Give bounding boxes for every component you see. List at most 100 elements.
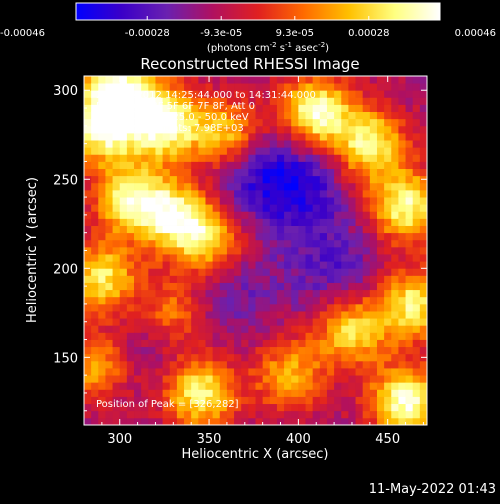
heatmap-cell bbox=[105, 254, 113, 262]
heatmap-cell bbox=[341, 246, 349, 255]
heatmap-cell bbox=[284, 168, 292, 177]
heatmap-cell bbox=[212, 346, 221, 355]
heatmap-cell bbox=[134, 204, 142, 212]
heatmap-cell bbox=[198, 382, 206, 390]
heatmap-cell bbox=[205, 410, 214, 419]
heatmap-cell bbox=[191, 197, 199, 205]
heatmap-cell bbox=[98, 282, 106, 291]
heatmap-cell bbox=[184, 353, 192, 362]
heatmap-cell bbox=[284, 90, 292, 98]
heatmap-cell bbox=[162, 161, 171, 169]
heatmap-cell bbox=[276, 218, 285, 226]
heatmap-cell bbox=[376, 311, 385, 319]
heatmap-cell bbox=[384, 161, 392, 169]
heatmap-cell bbox=[219, 296, 228, 305]
heatmap-cell bbox=[369, 289, 378, 298]
heatmap-cell bbox=[148, 154, 156, 162]
heatmap-cell bbox=[198, 375, 206, 383]
heatmap-cell bbox=[319, 332, 328, 340]
heatmap-cell bbox=[355, 125, 364, 134]
heatmap-cell bbox=[391, 175, 399, 184]
heatmap-cell bbox=[291, 296, 299, 305]
heatmap-cell bbox=[176, 339, 185, 348]
heatmap-cell bbox=[319, 218, 328, 226]
heatmap-cell bbox=[305, 182, 314, 191]
heatmap-cell bbox=[169, 368, 178, 376]
heatmap-cell bbox=[226, 261, 235, 269]
heatmap-cell bbox=[241, 346, 249, 355]
heatmap-cell bbox=[205, 246, 214, 255]
heatmap-cell bbox=[412, 132, 421, 141]
heatmap-cell bbox=[312, 218, 321, 226]
heatmap-cell bbox=[291, 368, 299, 376]
heatmap-cell bbox=[141, 246, 149, 255]
heatmap-cell bbox=[391, 296, 399, 305]
heatmap-cell bbox=[191, 140, 199, 148]
heatmap-cell bbox=[248, 125, 256, 134]
heatmap-cell bbox=[312, 204, 321, 212]
heatmap-cell bbox=[298, 396, 306, 405]
heatmap-cell bbox=[355, 211, 364, 219]
heatmap-cell bbox=[419, 90, 428, 98]
heatmap-cell bbox=[141, 239, 149, 248]
heatmap-cell bbox=[219, 140, 228, 148]
heatmap-cell bbox=[191, 239, 199, 248]
heatmap-cell bbox=[255, 318, 264, 326]
heatmap-cell bbox=[126, 118, 135, 127]
heatmap-cell bbox=[219, 254, 228, 262]
heatmap-cell bbox=[148, 318, 156, 326]
heatmap-cell bbox=[326, 83, 335, 91]
heatmap-cell bbox=[155, 147, 164, 155]
heatmap-cell bbox=[234, 275, 242, 283]
heatmap-cell bbox=[205, 111, 214, 120]
heatmap-cell bbox=[98, 296, 106, 305]
heatmap-cell bbox=[119, 97, 128, 105]
heatmap-cell bbox=[162, 303, 171, 312]
heatmap-cell bbox=[162, 239, 171, 248]
heatmap-cell bbox=[248, 254, 256, 262]
heatmap-cell bbox=[162, 396, 171, 405]
heatmap-cell bbox=[269, 204, 278, 212]
heatmap-cell bbox=[255, 339, 264, 348]
heatmap-cell bbox=[184, 175, 192, 184]
heatmap-cell bbox=[348, 382, 356, 390]
heatmap-cell bbox=[405, 111, 414, 120]
heatmap-cell bbox=[241, 168, 249, 177]
heatmap-cell bbox=[148, 90, 156, 98]
heatmap-cell bbox=[162, 410, 171, 419]
heatmap-cell bbox=[98, 389, 106, 397]
heatmap-cell bbox=[184, 396, 192, 405]
heatmap-cell bbox=[84, 197, 92, 205]
heatmap-cell bbox=[119, 282, 128, 291]
heatmap-cell bbox=[184, 204, 192, 212]
heatmap-cell bbox=[176, 246, 185, 255]
heatmap-cell bbox=[384, 325, 392, 333]
heatmap-cell bbox=[334, 211, 342, 219]
heatmap-cell bbox=[326, 346, 335, 355]
heatmap-cell bbox=[84, 83, 92, 91]
heatmap-cell bbox=[334, 175, 342, 184]
heatmap-cell bbox=[355, 375, 364, 383]
y-tick-label: 300 bbox=[53, 84, 78, 99]
heatmap-cell bbox=[298, 403, 306, 412]
heatmap-cell bbox=[284, 396, 292, 405]
heatmap-cell bbox=[376, 325, 385, 333]
heatmap-cell bbox=[169, 83, 178, 91]
heatmap-cell bbox=[226, 346, 235, 355]
heatmap-cell bbox=[226, 154, 235, 162]
heatmap-cell bbox=[412, 318, 421, 326]
heatmap-cell bbox=[226, 417, 235, 426]
heatmap-cell bbox=[312, 182, 321, 191]
heatmap-cell bbox=[298, 346, 306, 355]
heatmap-cell bbox=[248, 204, 256, 212]
heatmap-cell bbox=[119, 268, 128, 276]
heatmap-cell bbox=[348, 197, 356, 205]
heatmap-cell bbox=[369, 83, 378, 91]
heatmap-cell bbox=[226, 396, 235, 405]
heatmap-cell bbox=[241, 204, 249, 212]
heatmap-cell bbox=[398, 417, 406, 426]
heatmap-cell bbox=[391, 368, 399, 376]
heatmap-cell bbox=[362, 189, 371, 198]
heatmap-cell bbox=[198, 389, 206, 397]
heatmap-cell bbox=[176, 218, 185, 226]
